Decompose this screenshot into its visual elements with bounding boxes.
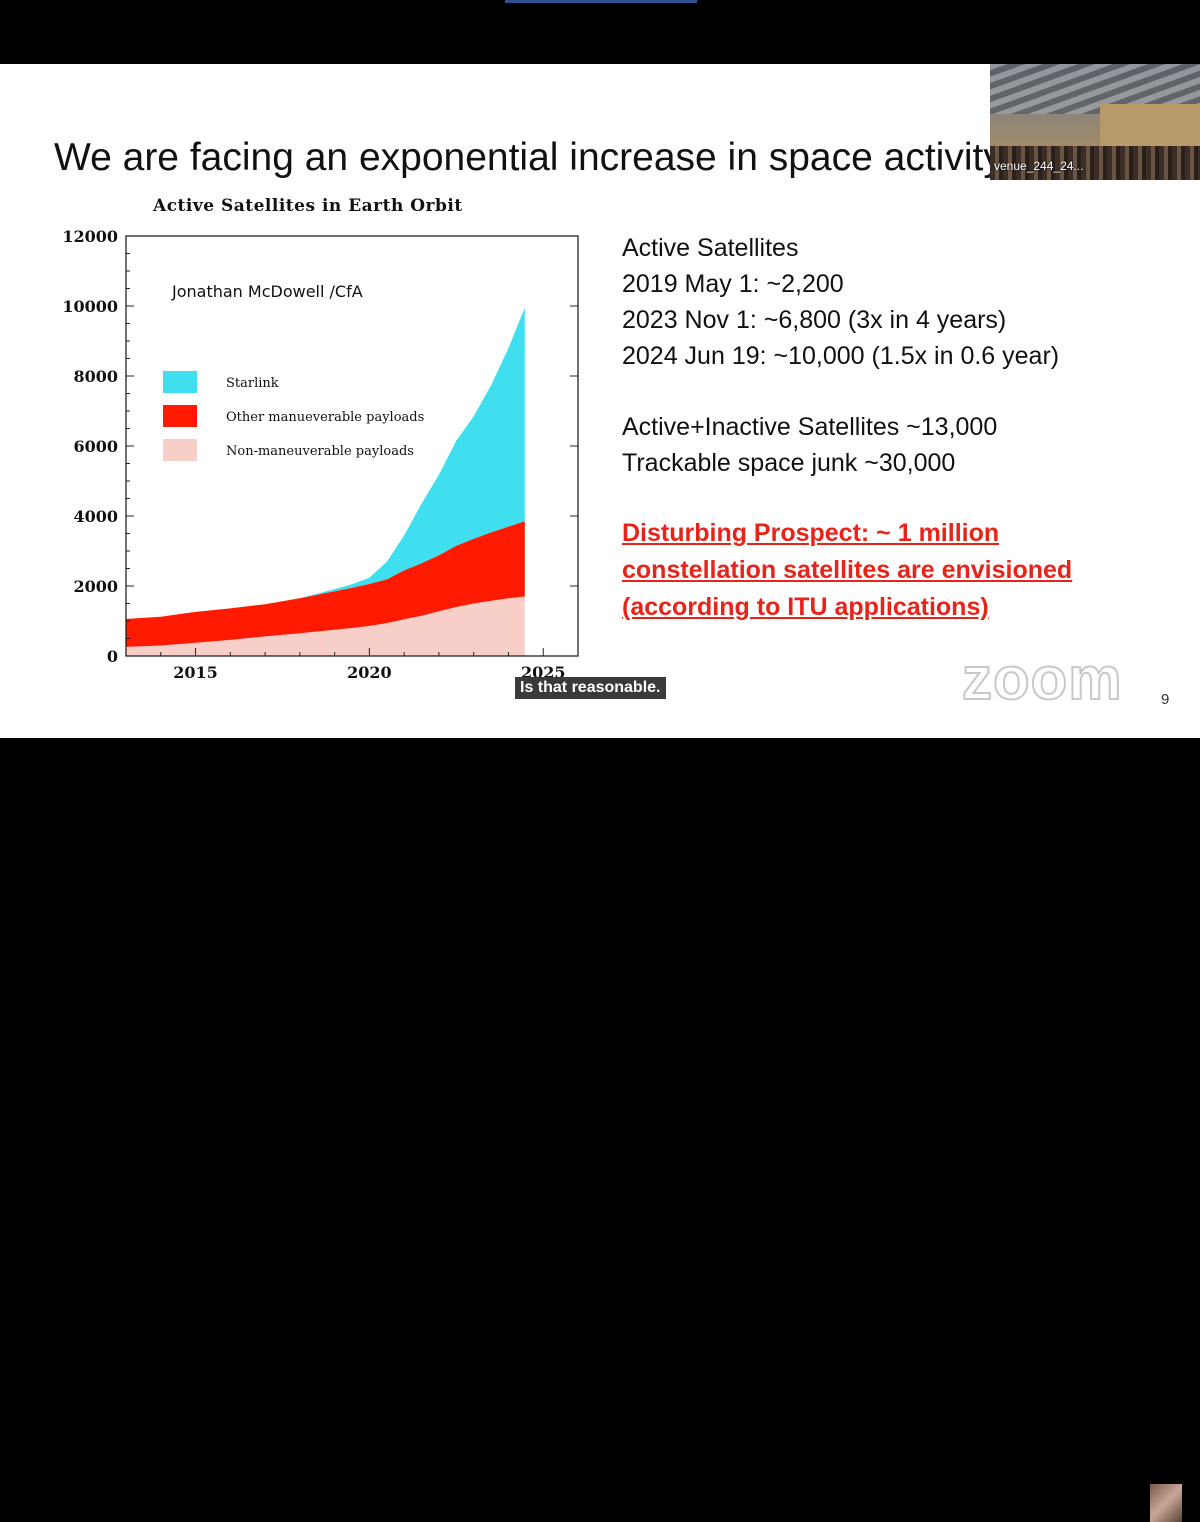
y-tick-label: 2000: [73, 577, 118, 596]
video-audience: [990, 146, 1200, 180]
stats-line-2019: 2019 May 1: ~2,200: [622, 270, 844, 298]
y-tick-label: 0: [107, 647, 118, 666]
stats-line-2023: 2023 Nov 1: ~6,800 (3x in 4 years): [622, 306, 1007, 334]
participant-name-label: venue_244_24...: [994, 159, 1084, 173]
stats-block: Active Satellites 2019 May 1: ~2,200 202…: [622, 230, 1059, 481]
y-tick-label: 6000: [73, 437, 118, 456]
x-tick-label: 2015: [173, 663, 218, 682]
chart-title: Active Satellites in Earth Orbit: [153, 196, 463, 216]
legend-swatch: [163, 439, 197, 461]
stats-heading: Active Satellites: [622, 234, 799, 262]
slide-page-number: 9: [1161, 691, 1170, 708]
warning-line-3: (according to ITU applications): [622, 593, 989, 621]
stats-line-total: Active+Inactive Satellites ~13,000: [622, 413, 998, 441]
warning-line-1: Disturbing Prospect: ~ 1 million: [622, 519, 1000, 547]
top-share-indicator[interactable]: [505, 0, 697, 3]
top-black-bar: [0, 0, 1200, 64]
warning-block: Disturbing Prospect: ~ 1 million constel…: [622, 515, 1072, 626]
slide-title: We are facing an exponential increase in…: [54, 136, 1003, 179]
x-tick-label: 2020: [347, 663, 392, 682]
warning-line-2: constellation satellites are envisioned: [622, 556, 1073, 584]
stats-line-2024: 2024 Jun 19: ~10,000 (1.5x in 0.6 year): [622, 342, 1060, 370]
zoom-logo: zoom: [961, 644, 1123, 713]
y-tick-label: 12000: [62, 227, 118, 246]
live-caption: Is that reasonable.: [515, 677, 666, 699]
video-wall: [1100, 104, 1200, 154]
y-tick-label: 10000: [62, 297, 118, 316]
y-tick-label: 4000: [73, 507, 118, 526]
legend-label: Non-maneuverable payloads: [226, 444, 414, 459]
y-tick-label: 8000: [73, 367, 118, 386]
legend-label: Starlink: [226, 376, 279, 391]
stats-line-junk: Trackable space junk ~30,000: [622, 449, 956, 477]
chart-annotation: Jonathan McDowell /CfA: [171, 282, 363, 301]
area-other-manueverable-payloads: [126, 521, 525, 647]
legend-swatch: [163, 371, 197, 393]
legend-label: Other manueverable payloads: [226, 410, 424, 425]
area-non-maneuverable-payloads: [126, 596, 525, 656]
participant-video-tile[interactable]: venue_244_24...: [990, 64, 1200, 180]
self-view-thumbnail[interactable]: [1150, 1484, 1182, 1522]
area-starlink: [126, 307, 525, 619]
legend-swatch: [163, 405, 197, 427]
bottom-black-bar: [0, 738, 1200, 1522]
